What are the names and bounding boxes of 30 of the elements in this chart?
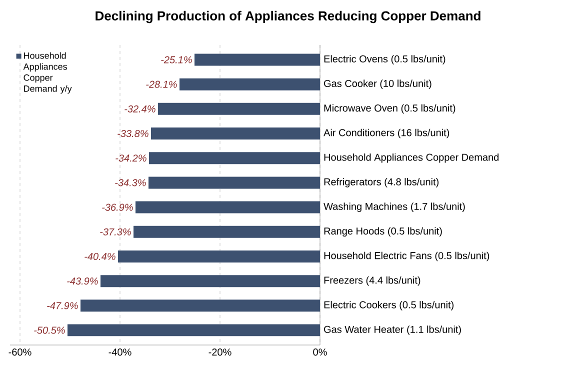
data-label: -36.9% bbox=[102, 204, 133, 211]
y-tick-label: Refrigerators (4.8 lbs/unit) bbox=[324, 178, 439, 188]
data-label: -37.3% bbox=[100, 228, 131, 236]
data-label: -32.4% bbox=[124, 105, 156, 112]
data-label: -34.2% bbox=[116, 154, 146, 162]
data-label: -28.1% bbox=[146, 80, 177, 88]
legend-label: Household Appliances Copper Demand y/y bbox=[23, 52, 72, 94]
y-tick-label: Microwave Oven (0.5 lbs/unit) bbox=[324, 104, 456, 114]
data-label: -47.9% bbox=[47, 302, 78, 310]
x-tick-label: -20% bbox=[208, 348, 232, 356]
x-tick-label: 0% bbox=[313, 348, 327, 356]
y-tick-label: Gas Cooker (10 lbs/unit) bbox=[324, 80, 432, 89]
x-tick-label: -40% bbox=[108, 348, 132, 356]
y-tick-label: Electric Ovens (0.5 lbs/unit) bbox=[324, 55, 446, 64]
y-tick-label: Freezers (4.4 lbs/unit) bbox=[324, 276, 420, 286]
y-tick-label: Air Conditioners (16 lbs/unit) bbox=[324, 128, 450, 138]
x-tick-label: -60% bbox=[8, 348, 32, 356]
data-label: -33.8% bbox=[118, 130, 148, 138]
chart-title: Declining Production of Appliances Reducing Copper Demand bbox=[96, 10, 480, 24]
y-tick-label: Washing Machines (1.7 lbs/unit) bbox=[324, 202, 465, 212]
data-label: -43.9% bbox=[67, 278, 98, 285]
y-tick-label: Household Appliances Copper Demand bbox=[324, 153, 499, 163]
data-label: -50.5% bbox=[34, 326, 65, 334]
y-tick-label: Gas Water Heater (1.1 lbs/unit) bbox=[324, 326, 461, 335]
data-label: -34.3% bbox=[115, 179, 146, 186]
data-label: -40.4% bbox=[84, 252, 116, 260]
data-label: -25.1% bbox=[161, 56, 192, 64]
y-tick-label: Household Electric Fans (0.5 lbs/unit) bbox=[324, 252, 490, 262]
y-tick-label: Electric Cookers (0.5 lbs/unit) bbox=[324, 301, 454, 310]
y-tick-label: Range Hoods (0.5 lbs/unit) bbox=[324, 227, 442, 237]
